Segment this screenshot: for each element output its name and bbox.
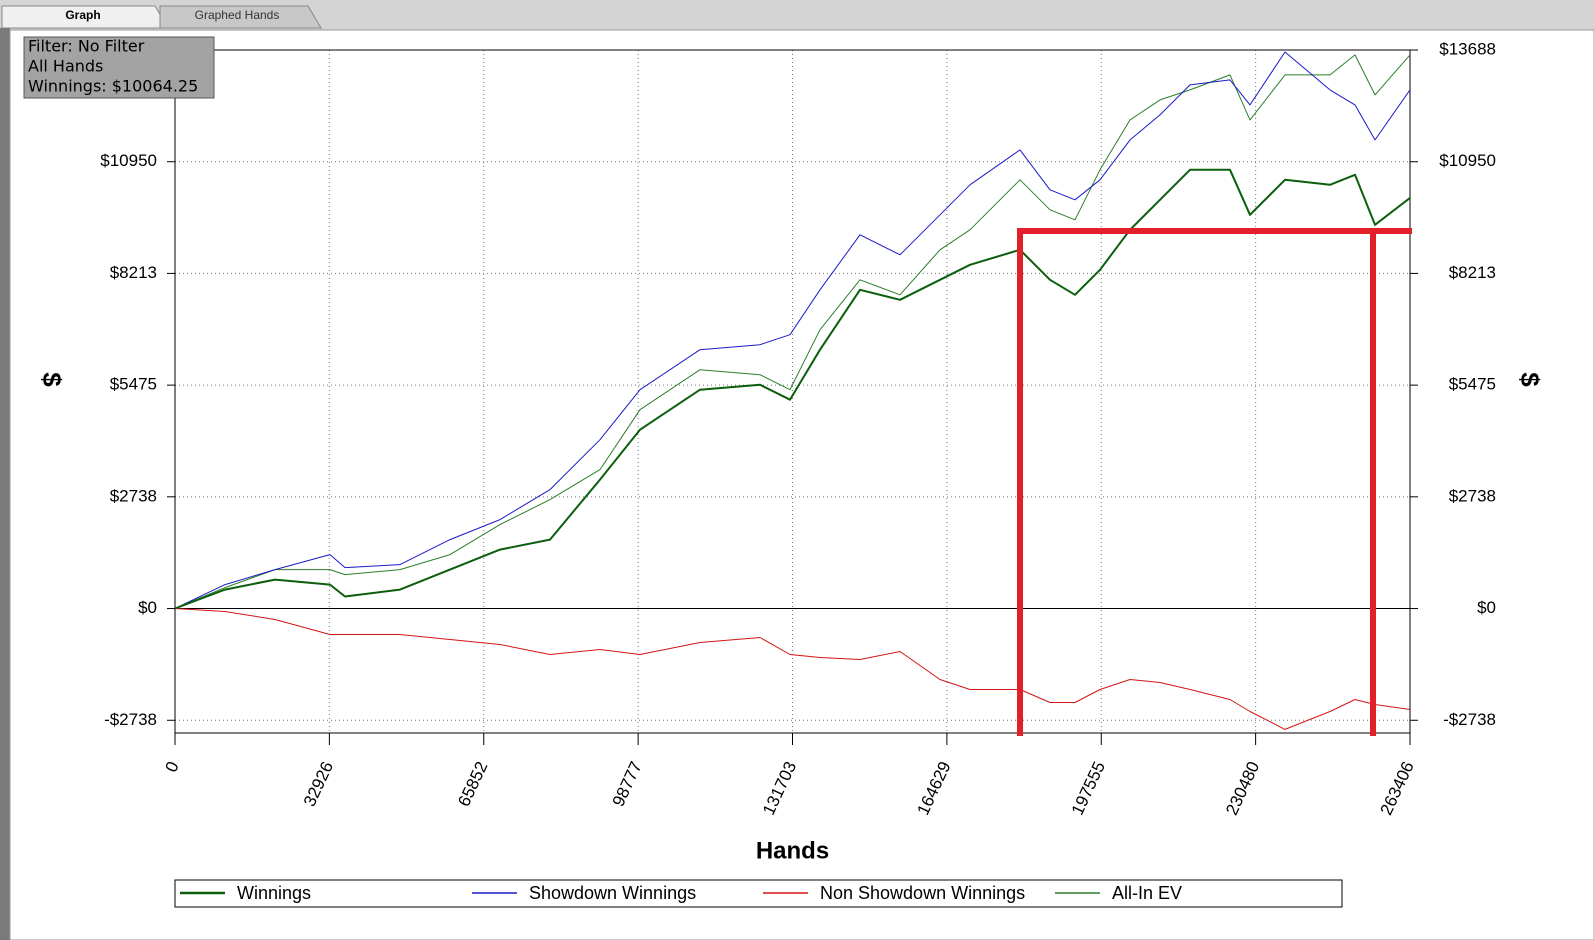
filter-box bbox=[23, 36, 215, 99]
y2-tick-label: $10950 bbox=[1439, 151, 1496, 170]
tab-label: Graphed Hands bbox=[195, 8, 280, 22]
tab-label: Graph bbox=[65, 8, 100, 22]
plot-frame bbox=[174, 49, 1411, 734]
y-tick-label: $5475 bbox=[110, 375, 157, 394]
chart: -$2738 -$2738 $0 $0 $2738 $2738 $5475 $5475 $821… bbox=[37, 39, 1545, 908]
plot-area bbox=[175, 50, 1410, 733]
y2-tick-label: -$2738 bbox=[1443, 710, 1496, 729]
series-line bbox=[174, 51, 1411, 609]
x-axis-label: Hands bbox=[756, 837, 829, 864]
y2-tick-label: $0 bbox=[1477, 598, 1496, 617]
series-line bbox=[174, 54, 1411, 609]
y-tick-label: $8213 bbox=[110, 263, 157, 282]
tab[interactable] bbox=[159, 5, 322, 29]
left-border bbox=[0, 28, 10, 940]
series-line bbox=[174, 168, 1411, 610]
y-tick-label: $0 bbox=[138, 598, 157, 617]
y-tick-label: $2738 bbox=[110, 486, 157, 505]
y2-tick-label: $5475 bbox=[1449, 375, 1496, 394]
filter-text: Winnings: $10064.25 bbox=[28, 77, 198, 96]
legend-label: All-In EV bbox=[1112, 883, 1182, 903]
y2-tick-label: $8213 bbox=[1449, 263, 1496, 282]
y-axis-label: $ bbox=[37, 372, 67, 387]
legend-label: Winnings bbox=[237, 883, 311, 903]
y-tick-label: -$2738 bbox=[104, 710, 157, 729]
y2-tick-label: $2738 bbox=[1449, 486, 1496, 505]
legend-label: Showdown Winnings bbox=[529, 883, 696, 903]
tab[interactable] bbox=[1, 5, 169, 29]
legend-label: Non Showdown Winnings bbox=[820, 883, 1025, 903]
y-tick-label: $10950 bbox=[100, 151, 157, 170]
y2-tick-label: $13688 bbox=[1439, 39, 1496, 58]
series-line bbox=[174, 608, 1411, 730]
annotation bbox=[1017, 228, 1412, 736]
filter-text: Filter: No Filter bbox=[28, 37, 145, 56]
legend bbox=[174, 879, 1343, 908]
filter-text: All Hands bbox=[28, 57, 103, 76]
y2-axis-label: $ bbox=[1515, 372, 1545, 387]
